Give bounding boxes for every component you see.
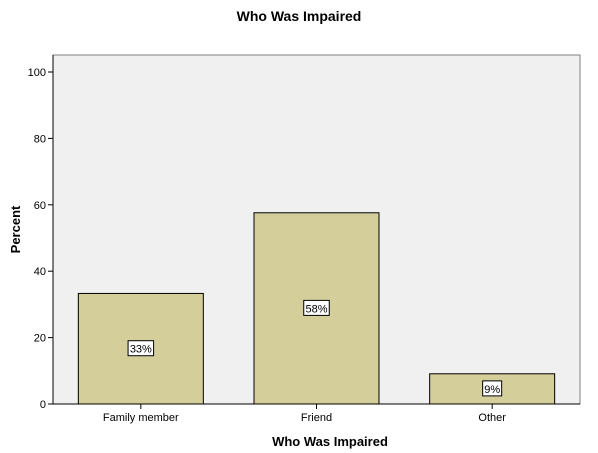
y-tick-label: 40 [34, 266, 46, 278]
y-tick-label: 100 [28, 67, 46, 79]
data-label-box-1 [303, 299, 330, 316]
y-axis-title: Percent [8, 205, 23, 253]
x-tick-label-0: Family member [103, 412, 179, 424]
data-label-box-0 [127, 340, 155, 357]
y-axis: 0 20 40 60 80 100 [28, 55, 54, 411]
x-tick-label-1: Friend [301, 412, 332, 424]
chart-title: Who Was Impaired [237, 8, 362, 24]
bars: 33% 58% 9% [77, 212, 556, 405]
data-label-2: 9% [484, 384, 500, 396]
y-tick-label: 20 [34, 333, 46, 345]
data-label-0: 33% [130, 344, 152, 356]
y-tick-label: 0 [40, 399, 46, 411]
data-label-1: 58% [305, 303, 327, 315]
x-axis: Family member Friend Other [53, 403, 580, 424]
x-tick-label-2: Other [478, 412, 506, 424]
y-tick-label: 60 [34, 200, 46, 212]
x-axis-title: Who Was Impaired [272, 434, 388, 449]
data-label-box-2 [482, 380, 503, 397]
y-tick-label: 80 [34, 133, 46, 145]
